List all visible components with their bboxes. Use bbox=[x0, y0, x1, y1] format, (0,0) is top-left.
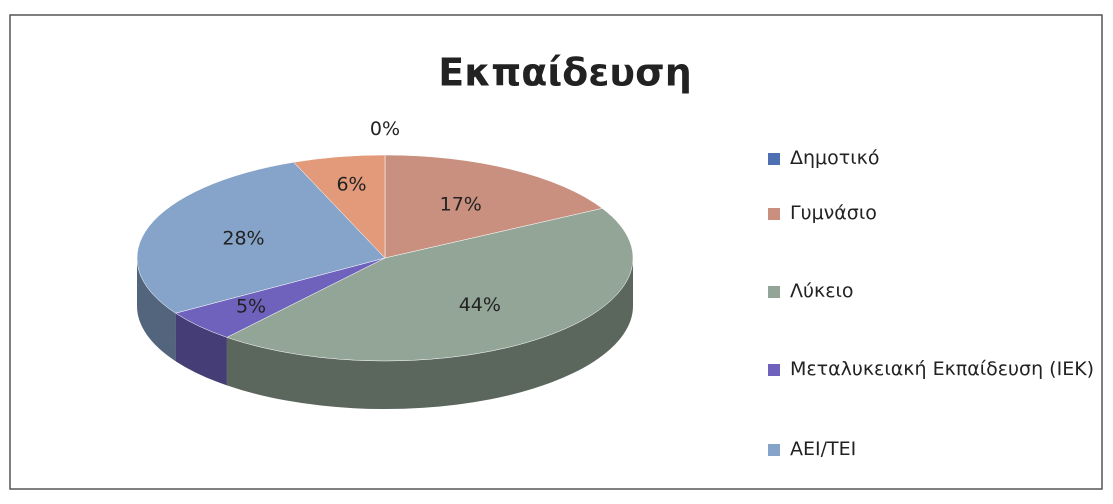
data-label: 5% bbox=[236, 296, 266, 318]
pie-slice bbox=[136, 161, 386, 314]
pie-slice bbox=[293, 154, 386, 259]
pie-slice bbox=[226, 208, 634, 362]
legend-label: Δημοτικό bbox=[790, 147, 880, 169]
pie-side bbox=[175, 313, 227, 386]
legend-swatch bbox=[768, 153, 780, 165]
legend-label: Γυμνάσιο bbox=[790, 202, 877, 224]
legend-entry: Γυμνάσιο bbox=[768, 195, 1113, 232]
chart-title: Εκπαίδευση bbox=[438, 51, 692, 95]
data-label: 6% bbox=[336, 174, 366, 196]
legend-entry: ΑΕΙ/ΤΕΙ bbox=[768, 431, 1113, 468]
data-label: 28% bbox=[222, 227, 264, 249]
data-label: 44% bbox=[459, 294, 501, 316]
pie-slice bbox=[384, 154, 603, 259]
legend-entry: Λύκειο bbox=[768, 273, 1113, 310]
data-label: 17% bbox=[440, 193, 482, 215]
legend-label: ΑΕΙ/ΤΕΙ bbox=[790, 438, 857, 460]
pie-side bbox=[137, 258, 176, 362]
legend-label: Μεταλυκειακή Εκπαίδευση (ΙΕΚ) bbox=[790, 358, 1095, 380]
legend-swatch bbox=[768, 286, 780, 298]
legend-swatch bbox=[768, 444, 780, 456]
legend-entry: Δημοτικό bbox=[768, 140, 1113, 177]
legend-label: Λύκειο bbox=[790, 280, 854, 302]
pie-side bbox=[226, 258, 633, 409]
legend-swatch bbox=[768, 364, 780, 376]
data-label: 0% bbox=[370, 118, 400, 140]
legend-swatch bbox=[768, 208, 780, 220]
legend-entry: Μεταλυκειακή Εκπαίδευση (ΙΕΚ) bbox=[768, 351, 1113, 388]
